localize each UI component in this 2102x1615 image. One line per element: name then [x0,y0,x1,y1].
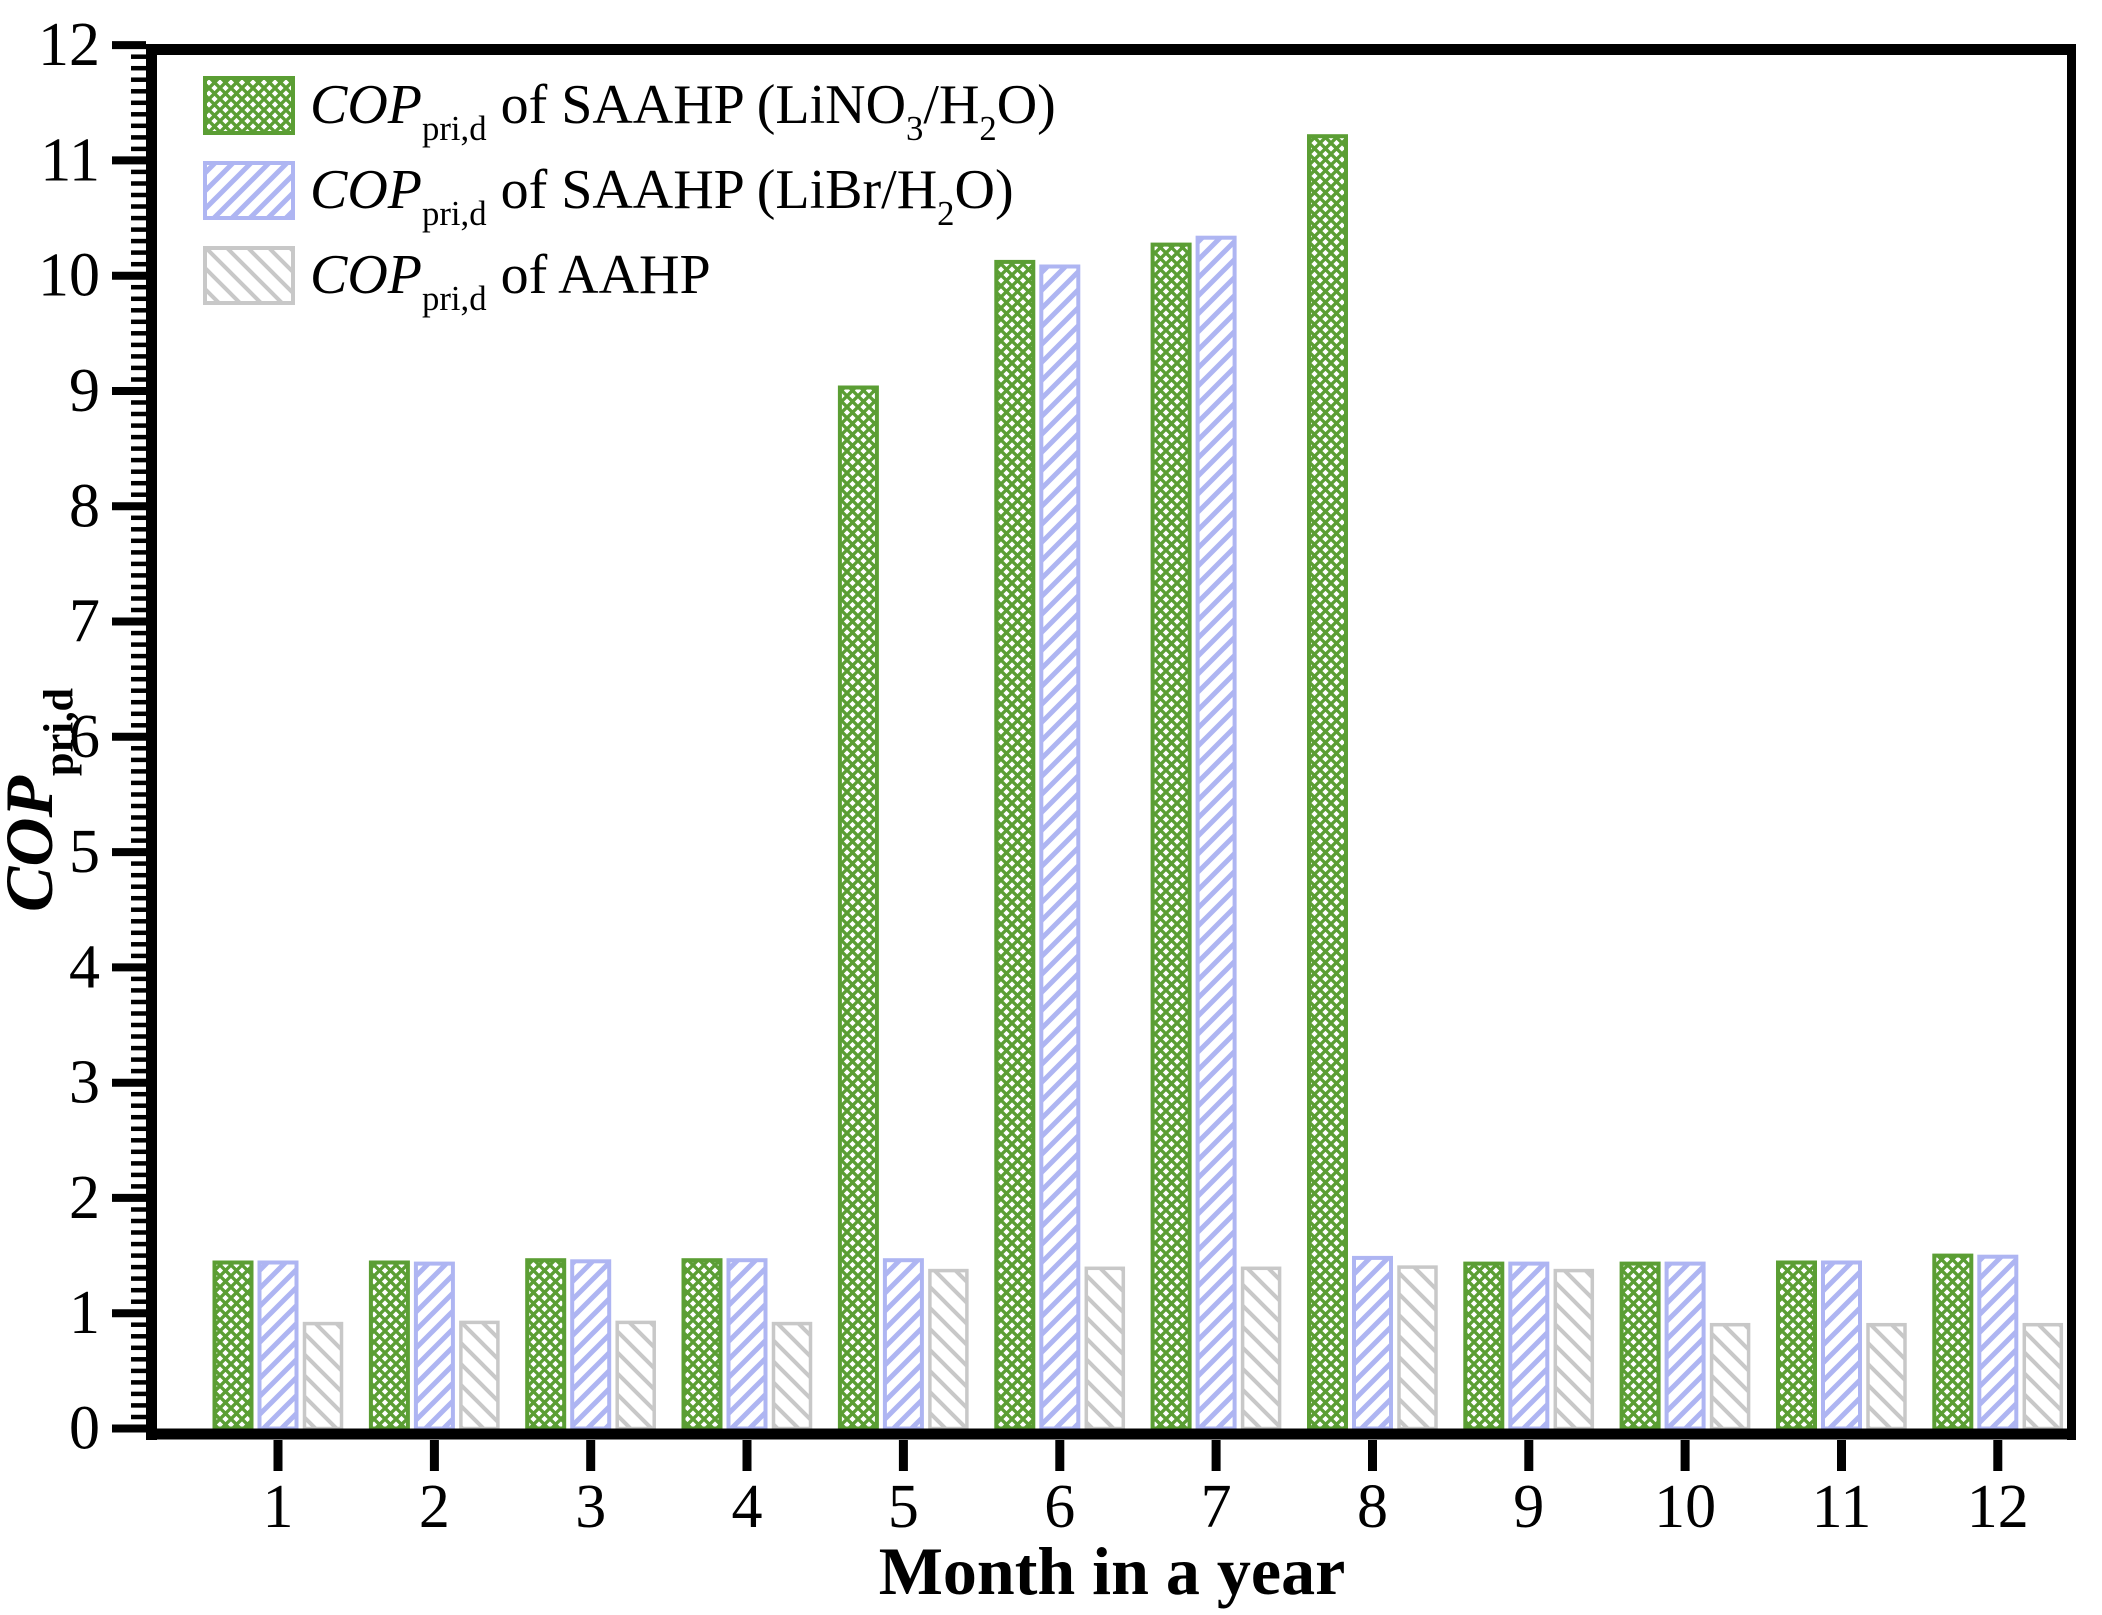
text-segment: pri,d [422,109,487,148]
bar-series3-month12 [2022,1322,2064,1431]
bar-series1-month6 [994,259,1036,1431]
bar-series2-month12 [1977,1254,2019,1431]
y-tick-label: 9 [69,357,100,425]
bar-series2-month7 [1195,235,1237,1431]
text-segment: of AAHP [487,244,711,306]
text-segment: COP [310,74,422,136]
x-tick-label: 8 [1357,1473,1388,1541]
text-segment: 2 [979,109,996,148]
y-axis-title: COPpri,d [0,688,82,912]
bar-series1-month5 [837,385,879,1431]
x-axis-title: Month in a year [879,1533,1346,1609]
legend-swatch-2 [203,161,295,220]
bar-series1-month2 [368,1260,410,1431]
plot-frame [146,44,2076,1440]
text-segment: O) [997,74,1056,136]
bar-series1-month4 [681,1258,723,1431]
y-tick-label: 11 [40,126,100,194]
y-tick-label: 1 [69,1279,100,1347]
legend-label-3: COPpri,d of AAHP [310,244,711,318]
bar-series1-month8 [1307,134,1348,1431]
bars-group [212,134,2064,1431]
bar-series2-month9 [1508,1261,1550,1431]
bar-series3-month4 [771,1321,813,1431]
x-tick-label: 7 [1201,1473,1232,1541]
x-tick-label: 6 [1044,1473,1075,1541]
x-tick-label: 3 [575,1473,606,1541]
y-tick-label: 4 [69,933,100,1001]
x-tick-label: 10 [1654,1473,1716,1541]
bar-series3-month3 [615,1320,656,1431]
text-segment: COP [0,775,67,911]
bar-series3-month7 [1240,1266,1282,1431]
text-segment: pri,d [422,194,487,233]
y-tick-label: 3 [69,1049,100,1117]
legend: COPpri,d of SAAHP (LiNO3/H2O)COPpri,d of… [203,74,1056,318]
bar-series1-month1 [212,1260,254,1431]
bar-series3-month2 [459,1320,500,1431]
bar-series2-month5 [882,1258,924,1431]
text-segment: 3 [906,109,923,148]
bar-series1-month12 [1932,1253,1974,1431]
x-ticks-group: 1 2 3 4 5 6 7 8 9 10 11 12 [263,1440,2029,1541]
bar-series3-month8 [1397,1265,1438,1431]
x-tick-label: 5 [888,1473,919,1541]
text-segment: /H [923,74,979,136]
text-segment: of SAAHP (LiNO [487,74,906,136]
y-tick-label: 8 [69,472,100,540]
text-segment: O) [955,159,1014,221]
bar-series3-month9 [1553,1268,1595,1431]
text-segment: pri,d [35,688,82,776]
bar-series3-month1 [302,1321,344,1431]
text-segment: COP [310,159,422,221]
y-tick-label: 0 [69,1395,100,1463]
legend-label-1: COPpri,d of SAAHP (LiNO3/H2O) [310,74,1056,148]
y-tick-label: 10 [38,242,100,310]
bar-series3-month11 [1866,1322,1907,1431]
bar-series3-month10 [1709,1322,1751,1431]
x-tick-label: 1 [263,1473,294,1541]
text-segment: of SAAHP (LiBr/H [487,159,938,221]
bar-series2-month10 [1664,1261,1706,1431]
bar-series1-month11 [1776,1260,1817,1431]
bar-series2-month8 [1352,1255,1393,1431]
legend-label-2: COPpri,d of SAAHP (LiBr/H2O) [310,159,1014,233]
text-segment: 2 [937,194,954,233]
y-tick-label: 5 [69,818,100,886]
text-segment: COP [310,244,422,306]
bar-series2-month3 [570,1259,612,1431]
bar-series3-month5 [928,1268,969,1431]
bar-series1-month9 [1463,1261,1505,1431]
legend-swatch-1 [203,76,295,135]
x-tick-label: 11 [1812,1473,1872,1541]
x-tick-label: 9 [1513,1473,1544,1541]
bar-series1-month10 [1619,1261,1661,1431]
bar-series2-month1 [257,1260,299,1431]
bar-series2-month6 [1039,264,1081,1431]
bar-series2-month11 [1821,1260,1862,1431]
bar-series1-month3 [525,1258,567,1431]
y-tick-label: 12 [38,11,100,79]
bar-series2-month4 [726,1258,768,1431]
y-tick-label: 6 [69,703,100,771]
bar-series2-month2 [413,1261,455,1431]
legend-swatch-3 [203,246,295,305]
text-segment: pri,d [422,279,487,318]
bar-series1-month7 [1150,242,1192,1431]
bar-series3-month6 [1084,1266,1126,1431]
y-tick-label: 7 [69,588,100,656]
x-tick-label: 4 [732,1473,763,1541]
y-tick-label: 2 [69,1164,100,1232]
x-tick-label: 2 [419,1473,450,1541]
x-tick-label: 12 [1967,1473,2029,1541]
